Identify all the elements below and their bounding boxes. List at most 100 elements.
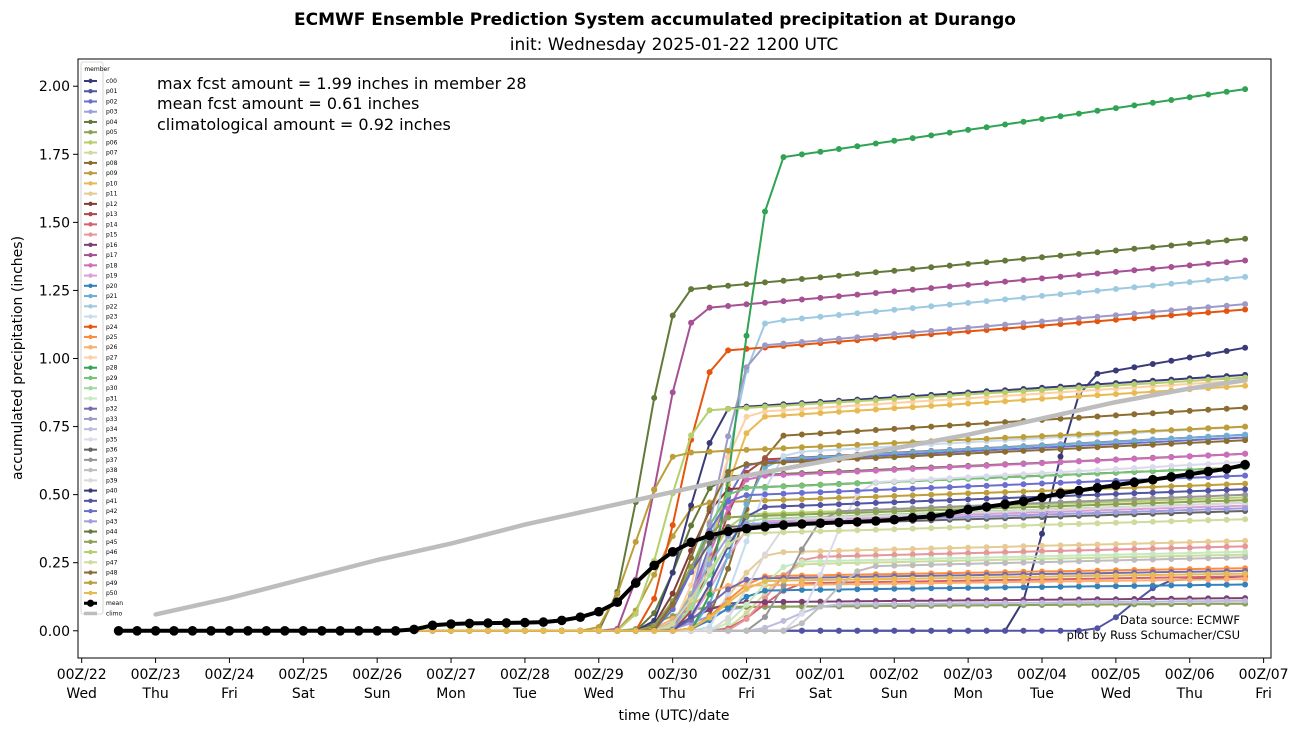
series-point-p42: [854, 487, 861, 494]
series-point-p44: [1002, 257, 1009, 264]
series-point-p48: [1057, 446, 1064, 453]
series-point-p15: [928, 551, 935, 557]
legend-marker-p23: [88, 314, 93, 319]
series-point-p15: [1186, 544, 1193, 551]
x-tick-day: Wed: [1101, 686, 1132, 702]
series-point-p42: [762, 491, 768, 498]
series-point-p28: [1242, 86, 1249, 93]
series-point-p09: [817, 495, 824, 502]
series-point-p33: [965, 324, 972, 331]
series-point-p38: [1112, 557, 1119, 564]
series-point-p43: [1039, 511, 1045, 518]
series-point-p50: [965, 574, 972, 581]
series-point-p45: [1223, 497, 1230, 504]
series-point-p31: [891, 556, 898, 563]
x-tick-day: Thu: [141, 686, 168, 702]
legend-marker-p11: [88, 191, 93, 196]
x-tick-label: 00Z/04: [1017, 667, 1067, 683]
series-point-p43: [1149, 508, 1156, 515]
series-point-p42: [817, 489, 824, 496]
series-point-p32: [743, 576, 750, 583]
series-point-p40: [706, 440, 713, 446]
legend-marker-p17: [88, 252, 93, 258]
series-point-p44: [1112, 247, 1119, 254]
series-point-p33: [1020, 320, 1027, 327]
series-point-p34: [1242, 597, 1249, 604]
mean-point: [1000, 499, 1010, 510]
series-point-p01: [798, 627, 805, 634]
series-point-p45: [1149, 500, 1156, 507]
series-point-p21: [1223, 432, 1230, 439]
series-point-p38: [780, 627, 787, 634]
series-point-p48: [946, 451, 953, 458]
series-point-p08: [965, 421, 972, 428]
mean-amount-annotation: mean fcst amount = 0.61 inches: [157, 94, 419, 113]
series-point-p49: [725, 447, 732, 454]
legend-marker-p28: [88, 365, 93, 370]
series-point-p44: [835, 272, 842, 279]
series-point-p42: [946, 484, 953, 491]
series-point-p38: [1039, 559, 1045, 566]
series-point-p27: [780, 407, 787, 414]
series-point-p31: [1168, 550, 1175, 557]
legend-marker-p27: [88, 355, 93, 360]
series-point-p30: [688, 604, 695, 611]
series-point-p21: [1242, 431, 1249, 438]
series-point-p11: [1223, 538, 1230, 545]
series-point-p23: [780, 453, 787, 459]
series-point-p08: [1112, 412, 1119, 419]
series-point-p21: [965, 446, 972, 453]
series-point-p41: [1112, 491, 1119, 497]
series-point-p31: [1223, 549, 1230, 556]
series-point-p44: [1242, 235, 1249, 242]
series-point-p16: [762, 599, 768, 606]
series-point-p15: [854, 552, 861, 559]
series-point-p48: [909, 453, 916, 460]
mean-point: [206, 626, 216, 636]
series-point-p48: [1186, 439, 1193, 446]
series-point-p43: [706, 561, 713, 568]
x-tick-day: Sun: [364, 686, 391, 702]
legend-marker-p10: [88, 181, 93, 186]
series-point-p44: [1075, 250, 1082, 257]
series-point-p44: [1149, 244, 1156, 251]
series-point-p33: [1002, 321, 1009, 328]
series-point-p32: [725, 586, 732, 593]
series-point-p38: [891, 562, 898, 569]
series-point-p42: [872, 487, 879, 493]
series-point-p24: [1149, 313, 1156, 320]
mean-point: [630, 578, 641, 588]
series-point-p44: [669, 312, 676, 319]
series-point-p10: [1112, 391, 1119, 398]
series-point-p41: [706, 581, 713, 588]
series-point-p20: [1020, 584, 1027, 591]
mean-point: [889, 514, 900, 525]
x-tick-label: 00Z/30: [648, 667, 698, 683]
mean-point: [317, 626, 327, 636]
series-point-p43: [1094, 509, 1101, 516]
series-point-p26: [909, 580, 916, 587]
series-point-p49: [798, 444, 805, 451]
legend-marker-p33: [88, 416, 93, 422]
series-point-p11: [1205, 538, 1212, 545]
mean-point: [335, 626, 346, 636]
mean-point: [353, 626, 364, 636]
series-point-p48: [780, 459, 787, 466]
series-point-p17: [1112, 268, 1119, 275]
legend-marker-p48: [88, 570, 93, 575]
series-point-p20: [1131, 582, 1138, 589]
series-point-p10: [909, 404, 916, 411]
series-point-p08: [1205, 406, 1212, 413]
series-point-p47: [909, 525, 916, 532]
series-point-p28: [1020, 118, 1027, 125]
series-point-p27: [743, 413, 750, 420]
series-point-p41: [762, 504, 768, 510]
legend-label-p26: p26: [106, 344, 118, 351]
series-point-p43: [1205, 506, 1212, 513]
series-point-p28: [1094, 107, 1101, 114]
series-point-p22: [1186, 279, 1193, 286]
series-point-p20: [1242, 581, 1249, 588]
series-point-p22: [928, 303, 935, 310]
series-point-p42: [1039, 480, 1045, 487]
series-point-p21: [1131, 437, 1138, 444]
